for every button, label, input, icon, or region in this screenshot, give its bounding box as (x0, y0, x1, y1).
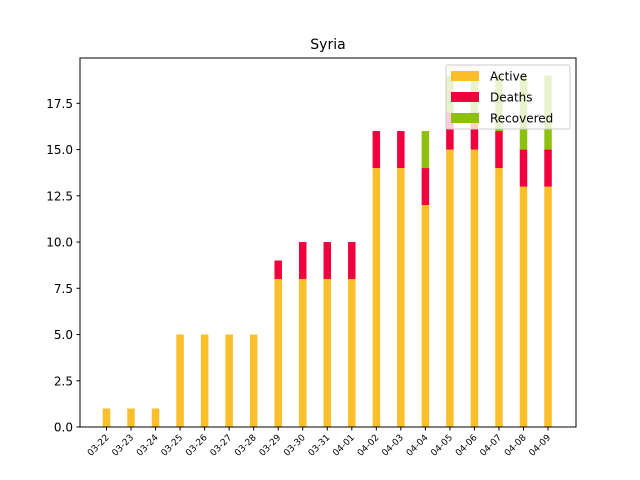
xtick-label: 03-29 (258, 433, 284, 459)
xtick-label: 03-23 (111, 433, 137, 459)
xtick-label: 04-05 (429, 433, 455, 459)
bar-deaths-04-07 (495, 131, 503, 169)
bar-active-04-04 (421, 205, 430, 427)
bar-deaths-04-05 (446, 112, 454, 150)
xtick-label: 04-08 (503, 433, 529, 459)
legend-label-recovered: Recovered (490, 112, 553, 126)
bar-deaths-04-09 (544, 149, 552, 187)
ytick-label: 2.5 (54, 374, 73, 388)
ytick-label: 10.0 (46, 236, 73, 250)
bar-active-03-30 (298, 279, 307, 427)
bar-deaths-04-01 (348, 242, 356, 280)
bar-active-04-01 (348, 279, 356, 427)
bar-deaths-04-04 (421, 168, 430, 206)
bar-active-04-05 (446, 149, 454, 427)
bar-active-03-27 (225, 334, 233, 427)
xtick-label: 03-31 (307, 433, 333, 459)
ytick-label: 0.0 (54, 421, 73, 435)
xtick-label: 04-07 (479, 433, 505, 459)
bar-active-04-02 (372, 168, 381, 428)
bar-deaths-03-31 (323, 242, 332, 280)
xtick-label: 03-25 (160, 433, 186, 459)
bar-deaths-03-29 (274, 260, 282, 280)
ytick-label: 17.5 (46, 97, 73, 111)
bar-deaths-04-02 (372, 131, 381, 169)
bar-active-03-24 (151, 408, 160, 427)
bar-active-03-31 (323, 279, 332, 427)
ytick-label: 12.5 (46, 189, 73, 203)
legend-swatch-deaths (451, 92, 479, 102)
xtick-label: 04-09 (528, 433, 554, 459)
bar-active-03-28 (249, 334, 258, 427)
legend-label-active: Active (490, 70, 527, 84)
chart-title: Syria (310, 37, 345, 53)
bar-active-04-03 (397, 168, 405, 428)
xtick-label: 04-01 (331, 433, 357, 459)
bar-deaths-04-06 (470, 112, 479, 150)
legend: Active Deaths Recovered (445, 64, 571, 130)
xtick-label: 04-06 (454, 433, 480, 459)
xtick-label: 03-30 (282, 433, 308, 459)
bar-deaths-04-03 (397, 131, 405, 169)
bar-recovered-04-04 (421, 131, 430, 169)
ytick-label: 7.5 (54, 282, 73, 296)
bar-active-04-08 (519, 186, 528, 427)
ytick-label: 15.0 (46, 143, 73, 157)
legend-swatch-recovered (451, 113, 479, 123)
xtick-label: 03-27 (209, 433, 235, 459)
bar-active-03-22 (102, 408, 111, 427)
xtick-label: 03-28 (233, 433, 259, 459)
ytick-label: 5.0 (54, 328, 73, 342)
xtick-label: 03-24 (135, 433, 161, 459)
xtick-label: 04-02 (356, 433, 382, 459)
bar-deaths-03-30 (298, 242, 307, 280)
bar-active-04-09 (544, 186, 552, 427)
bar-active-04-07 (495, 168, 503, 428)
bar-active-03-23 (127, 408, 135, 427)
xtick-label: 04-03 (380, 433, 406, 459)
bar-active-03-29 (274, 279, 282, 427)
xtick-label: 03-22 (86, 433, 112, 459)
bar-deaths-04-08 (519, 149, 528, 187)
bar-active-03-25 (176, 334, 184, 427)
xtick-label: 03-26 (184, 433, 210, 459)
legend-swatch-active (451, 71, 479, 81)
xtick-label: 04-04 (405, 433, 431, 459)
legend-label-deaths: Deaths (490, 91, 533, 105)
bar-active-03-26 (200, 334, 209, 427)
bar-active-04-06 (470, 149, 479, 427)
